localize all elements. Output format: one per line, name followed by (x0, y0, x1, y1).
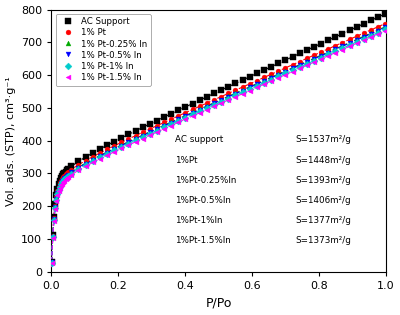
Text: S=1373m²/g: S=1373m²/g (295, 237, 351, 245)
AC Support (69, 165, 74, 169)
1% Pt (98, 151, 102, 155)
Line: 1% Pt-1% In: 1% Pt-1% In (49, 27, 388, 265)
1% Pt-1% In (69, 172, 74, 175)
1% Pt-0.5% In (98, 154, 102, 158)
1% Pt-0.25% In (98, 154, 102, 158)
X-axis label: P/Po: P/Po (205, 296, 232, 309)
Text: S=1537m²/g: S=1537m²/g (295, 135, 351, 145)
Line: 1% Pt-1.5% In: 1% Pt-1.5% In (49, 28, 388, 265)
Text: 1%Pt-0.5%In: 1%Pt-0.5%In (175, 196, 231, 205)
Text: AC support: AC support (175, 135, 223, 145)
1% Pt (61, 175, 66, 179)
1% Pt-0.25% In (383, 25, 388, 29)
AC Support (61, 173, 66, 176)
1% Pt-1% In (49, 261, 54, 264)
Text: 1%Pt: 1%Pt (175, 156, 198, 165)
1% Pt-0.5% In (61, 178, 66, 181)
Text: 1%Pt-1%In: 1%Pt-1%In (175, 216, 222, 225)
1% Pt-0.25% In (49, 261, 54, 264)
1% Pt-1% In (105, 152, 110, 156)
Line: AC Support: AC Support (49, 11, 388, 265)
1% Pt-1% In (226, 97, 231, 100)
1% Pt-1% In (383, 27, 388, 31)
1% Pt-1.5% In (83, 164, 88, 168)
1% Pt-1.5% In (69, 173, 74, 177)
Text: S=1377m²/g: S=1377m²/g (295, 216, 351, 225)
Text: 1%Pt-1.5%In: 1%Pt-1.5%In (175, 237, 231, 245)
AC Support (49, 260, 54, 264)
1% Pt-0.25% In (61, 177, 66, 181)
1% Pt-1.5% In (226, 98, 231, 102)
1% Pt (383, 22, 388, 26)
1% Pt-0.5% In (83, 162, 88, 165)
1% Pt-1.5% In (49, 261, 54, 265)
1% Pt-0.25% In (226, 94, 231, 98)
1% Pt-0.5% In (105, 151, 110, 154)
Text: S=1406m²/g: S=1406m²/g (295, 196, 351, 205)
1% Pt-1% In (98, 156, 102, 159)
Text: S=1448m²/g: S=1448m²/g (295, 156, 351, 165)
1% Pt-1% In (61, 179, 66, 183)
Line: 1% Pt: 1% Pt (49, 21, 388, 265)
Line: 1% Pt-0.25% In: 1% Pt-0.25% In (49, 24, 388, 265)
AC Support (226, 85, 231, 89)
Line: 1% Pt-0.5% In: 1% Pt-0.5% In (49, 25, 388, 265)
1% Pt-0.25% In (105, 150, 110, 154)
AC Support (383, 12, 388, 16)
1% Pt (226, 92, 231, 95)
1% Pt-0.5% In (69, 170, 74, 174)
1% Pt-0.5% In (383, 26, 388, 29)
1% Pt-1.5% In (98, 157, 102, 161)
Text: 1%Pt-0.25%In: 1%Pt-0.25%In (175, 176, 236, 185)
1% Pt-1.5% In (105, 153, 110, 157)
1% Pt (105, 147, 110, 151)
1% Pt (83, 159, 88, 163)
1% Pt-1.5% In (61, 180, 66, 184)
1% Pt-1.5% In (383, 29, 388, 32)
1% Pt (69, 168, 74, 171)
1% Pt-0.25% In (83, 161, 88, 165)
AC Support (98, 147, 102, 151)
Text: S=1393m²/g: S=1393m²/g (295, 176, 351, 185)
Legend: AC Support, 1% Pt, 1% Pt-0.25% In, 1% Pt-0.5% In, 1% Pt-1% In, 1% Pt-1.5% In: AC Support, 1% Pt, 1% Pt-0.25% In, 1% Pt… (56, 14, 151, 85)
1% Pt (49, 260, 54, 264)
AC Support (83, 155, 88, 159)
AC Support (105, 143, 110, 147)
Y-axis label: Vol. ads. (STP), cm³·g⁻¹: Vol. ads. (STP), cm³·g⁻¹ (6, 76, 16, 206)
1% Pt-1% In (83, 163, 88, 167)
1% Pt-0.5% In (49, 261, 54, 264)
1% Pt-0.25% In (69, 170, 74, 174)
1% Pt-0.5% In (226, 95, 231, 99)
